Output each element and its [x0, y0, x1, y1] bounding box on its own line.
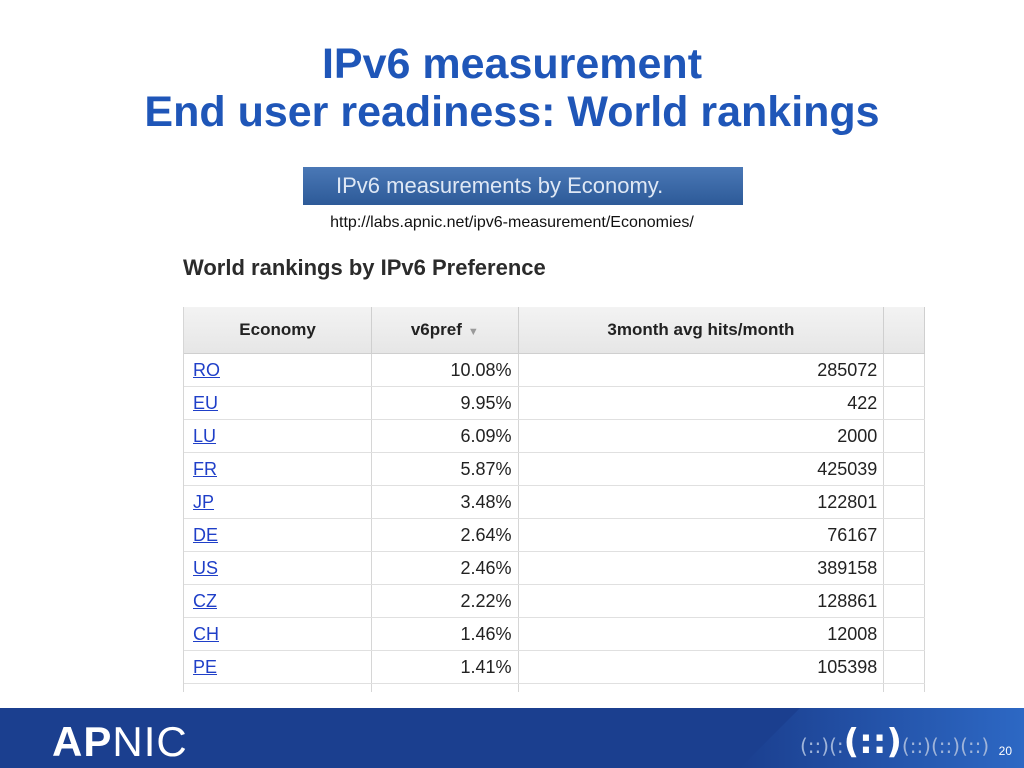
- slide-title-line2: End user readiness: World rankings: [144, 88, 880, 136]
- economy-link[interactable]: PE: [193, 656, 218, 677]
- economy-cell: DE: [184, 518, 373, 552]
- rankings-title: World rankings by IPv6 Preference: [183, 255, 546, 280]
- empty-cell: [883, 617, 925, 651]
- economy-link[interactable]: LU: [193, 425, 217, 446]
- sort-down-icon: ▼: [467, 326, 479, 338]
- column-header-extra: [883, 307, 925, 354]
- hits-cell: 128861: [518, 584, 885, 618]
- table-row: US 2.46% 389158: [184, 551, 925, 585]
- footer-bar: APNIC (::)(:(::)(::)(::)(::) 20: [0, 708, 1024, 768]
- economy-link[interactable]: US: [193, 557, 219, 578]
- table-row: EU 9.95% 422: [184, 386, 925, 420]
- economy-link[interactable]: EU: [193, 392, 219, 413]
- economy-link[interactable]: CZ: [193, 590, 217, 611]
- economy-link[interactable]: DE: [193, 524, 219, 545]
- v6pref-cell: 1.46%: [371, 617, 519, 651]
- economy-cell: EU: [184, 386, 373, 420]
- v6pref-cell: 6.09%: [371, 419, 519, 453]
- v6pref-cell: 10.08%: [371, 353, 519, 387]
- column-header-hits[interactable]: 3month avg hits/month: [518, 307, 885, 354]
- table-header-row: Economy v6pref ▼ 3month avg hits/month: [184, 307, 925, 354]
- economy-link[interactable]: JP: [193, 491, 215, 512]
- empty-cell: [883, 485, 925, 519]
- page-number: 20: [998, 744, 1012, 758]
- empty-cell: [883, 650, 925, 684]
- slide-title: IPv6 measurement End user readiness: Wor…: [0, 40, 1024, 136]
- v6pref-cell: 9.95%: [371, 386, 519, 420]
- economy-cell: PE: [184, 650, 373, 684]
- hits-cell: 105398: [518, 650, 885, 684]
- column-header-v6pref-label: v6pref: [410, 320, 462, 339]
- table-row: CH 1.46% 12008: [184, 617, 925, 651]
- rankings-table-container: Economy v6pref ▼ 3month avg hits/month RO…: [183, 307, 925, 692]
- hits-cell: 425039: [518, 452, 885, 486]
- v6pref-cell: 2.22%: [371, 584, 519, 618]
- empty-cell: [883, 518, 925, 552]
- empty-cell: [883, 452, 925, 486]
- v6pref-cell: 2.46%: [371, 551, 519, 585]
- hits-cell: 2000: [518, 419, 885, 453]
- v6pref-cell: 2.64%: [371, 518, 519, 552]
- table-row: PE 1.41% 105398: [184, 650, 925, 684]
- table-row: DE 2.64% 76167: [184, 518, 925, 552]
- slide-title-line1: IPv6 measurement: [321, 40, 703, 88]
- v6pref-cell: 1.41%: [371, 650, 519, 684]
- economy-cell: LU: [184, 419, 373, 453]
- apnic-logo-bold: AP: [52, 718, 113, 765]
- hits-cell: 285072: [518, 353, 885, 387]
- economy-cell: FR: [184, 452, 373, 486]
- apnic-dots-logo-icon: (::)(:(::)(::)(::)(::): [800, 722, 990, 762]
- table-row: LU 6.09% 2000: [184, 419, 925, 453]
- table-row: RO 10.08% 285072: [184, 353, 925, 387]
- apnic-logo: APNIC: [52, 718, 188, 766]
- apnic-logo-thin: NIC: [112, 718, 188, 765]
- economy-link[interactable]: FR: [193, 458, 217, 479]
- hits-cell: 422: [518, 386, 885, 420]
- economy-link[interactable]: RO: [193, 359, 220, 380]
- table-body: RO 10.08% 285072 EU 9.95% 422 LU 6.09% 2…: [184, 353, 925, 692]
- empty-cell: [883, 551, 925, 585]
- empty-cell: [371, 683, 519, 692]
- v6pref-cell: 5.87%: [371, 452, 519, 486]
- hits-cell: 122801: [518, 485, 885, 519]
- economy-cell: RO: [184, 353, 373, 387]
- v6pref-cell: 3.48%: [371, 485, 519, 519]
- footer-slant: [740, 708, 800, 768]
- empty-cell: [883, 419, 925, 453]
- source-url[interactable]: http://labs.apnic.net/ipv6-measurement/E…: [330, 214, 694, 231]
- empty-cell: [184, 683, 373, 692]
- table-row-partial: [184, 683, 925, 692]
- empty-cell: [883, 386, 925, 420]
- table-row: CZ 2.22% 128861: [184, 584, 925, 618]
- hits-cell: 12008: [518, 617, 885, 651]
- empty-cell: [883, 683, 925, 692]
- economy-cell: JP: [184, 485, 373, 519]
- economy-link[interactable]: CH: [193, 623, 219, 644]
- economy-cell: CZ: [184, 584, 373, 618]
- economy-cell: CH: [184, 617, 373, 651]
- empty-cell: [518, 683, 885, 692]
- table-row: FR 5.87% 425039: [184, 452, 925, 486]
- hits-cell: 76167: [518, 518, 885, 552]
- column-header-economy[interactable]: Economy: [184, 307, 373, 354]
- economy-cell: US: [184, 551, 373, 585]
- table-row: JP 3.48% 122801: [184, 485, 925, 519]
- rankings-table: Economy v6pref ▼ 3month avg hits/month RO…: [184, 307, 925, 692]
- economy-banner: IPv6 measurements by Economy.: [303, 167, 743, 205]
- hits-cell: 389158: [518, 551, 885, 585]
- empty-cell: [883, 353, 925, 387]
- empty-cell: [883, 584, 925, 618]
- column-header-v6pref[interactable]: v6pref ▼: [371, 307, 519, 354]
